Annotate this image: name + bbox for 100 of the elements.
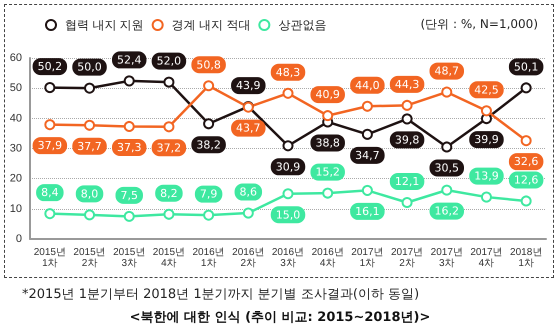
x-tick-label: 2015년 2차 bbox=[73, 247, 106, 269]
data-label: 48,3 bbox=[276, 66, 300, 79]
data-label: 38,2 bbox=[196, 138, 221, 152]
point bbox=[520, 82, 532, 94]
legend-label: 상관없음 bbox=[278, 18, 326, 32]
data-label: 12,6 bbox=[514, 173, 538, 186]
x-tick-label: 2016년 3차 bbox=[272, 247, 304, 269]
point bbox=[203, 80, 214, 92]
point bbox=[124, 120, 135, 132]
x-tick-label: 2018년 1차 bbox=[510, 247, 542, 269]
data-label: 34,7 bbox=[355, 148, 380, 162]
point bbox=[480, 105, 492, 116]
y-tick-label: 10 bbox=[10, 202, 22, 215]
point bbox=[203, 118, 214, 130]
data-label: 8,4 bbox=[41, 186, 59, 200]
point bbox=[441, 184, 452, 196]
x-tick-label: 2016년 2차 bbox=[232, 247, 264, 269]
point bbox=[520, 135, 532, 146]
data-label: 44,0 bbox=[355, 78, 380, 92]
x-tick-label: 2017년 2차 bbox=[390, 247, 424, 269]
data-label: 43,9 bbox=[236, 79, 261, 92]
data-label: 15,2 bbox=[315, 166, 340, 179]
point bbox=[242, 208, 254, 219]
point bbox=[282, 140, 294, 152]
point bbox=[282, 188, 294, 200]
x-tick-label: 2017년 4차 bbox=[470, 247, 503, 269]
y-tick-label: 60 bbox=[10, 52, 22, 64]
data-label: 50,8 bbox=[196, 58, 221, 72]
x-tick-label: 2016년 1차 bbox=[192, 247, 225, 269]
point bbox=[282, 88, 294, 99]
point bbox=[520, 195, 532, 206]
data-label: 30,9 bbox=[276, 160, 300, 174]
point bbox=[84, 209, 96, 220]
y-tick-label: 0 bbox=[16, 233, 22, 245]
data-label: 7,5 bbox=[120, 188, 138, 202]
point bbox=[402, 100, 413, 111]
data-label: 52,4 bbox=[116, 53, 142, 66]
text: (단위 : %, N=1,000) bbox=[420, 16, 538, 33]
point bbox=[44, 119, 56, 130]
point bbox=[362, 184, 373, 196]
point bbox=[44, 208, 56, 220]
point bbox=[124, 210, 135, 222]
x-tick-label: 2017년 1차 bbox=[351, 247, 384, 269]
point bbox=[322, 110, 334, 122]
data-label: 43,7 bbox=[236, 122, 261, 135]
data-label: 13,9 bbox=[474, 170, 499, 183]
data-label: 16,1 bbox=[355, 204, 380, 218]
x-tick-label: 2016년 4차 bbox=[312, 247, 344, 269]
legend-label: 협력 내지 지원 bbox=[65, 18, 144, 32]
data-label: 50,2 bbox=[38, 60, 62, 74]
point bbox=[163, 76, 174, 88]
x-tick-label: 2015년 1차 bbox=[34, 247, 66, 269]
data-label: 50,1 bbox=[514, 60, 538, 74]
data-label: 52,0 bbox=[156, 54, 182, 68]
point bbox=[84, 82, 96, 94]
point bbox=[402, 113, 413, 124]
point bbox=[362, 100, 373, 112]
point bbox=[163, 121, 174, 132]
data-label: 38,8 bbox=[315, 136, 340, 150]
point bbox=[441, 86, 452, 98]
data-label: 16,2 bbox=[434, 204, 460, 218]
data-label: 39,8 bbox=[394, 133, 420, 146]
point bbox=[163, 208, 174, 220]
point bbox=[44, 82, 56, 94]
point bbox=[480, 192, 492, 203]
y-tick-label: 20 bbox=[10, 172, 22, 185]
data-label: 8,2 bbox=[160, 186, 178, 200]
data-label: 8,6 bbox=[240, 186, 258, 199]
data-label: 40,9 bbox=[315, 88, 340, 102]
x-tick-label: 2015년 4차 bbox=[152, 247, 186, 269]
text: *2015년 1분기부터 2018년 1분기까지 분기별 조사결과(이하 동일) bbox=[22, 286, 420, 303]
y-tick-label: 50 bbox=[10, 82, 22, 94]
x-tick-label: 2015년 3차 bbox=[113, 247, 146, 269]
data-label: 37,2 bbox=[156, 141, 182, 154]
y-tick-label: 40 bbox=[10, 112, 22, 124]
data-label: 15,0 bbox=[276, 208, 300, 222]
data-label: 32,6 bbox=[514, 155, 538, 168]
point bbox=[402, 197, 413, 208]
data-label: 42,5 bbox=[474, 83, 499, 96]
data-label: 37,7 bbox=[77, 140, 102, 153]
text: <북한에 대한 인식 (추이 비교: 2015~2018년)> bbox=[128, 309, 432, 326]
point bbox=[84, 120, 96, 131]
data-label: 39,9 bbox=[474, 133, 499, 146]
y-tick-label: 30 bbox=[10, 142, 22, 154]
x-tick-label: 2017년 3차 bbox=[430, 247, 463, 269]
data-label: 48,7 bbox=[434, 64, 460, 78]
point bbox=[322, 188, 334, 199]
data-label: 12,1 bbox=[394, 175, 420, 188]
data-label: 37,3 bbox=[116, 140, 142, 154]
data-label: 8,0 bbox=[80, 187, 98, 200]
data-label: 37,9 bbox=[38, 139, 62, 152]
point bbox=[441, 141, 452, 152]
data-label: 30,5 bbox=[434, 161, 460, 174]
data-label: 44,3 bbox=[394, 78, 420, 91]
point bbox=[362, 128, 373, 140]
data-label: 7,9 bbox=[200, 188, 218, 201]
point bbox=[203, 210, 214, 221]
data-label: 50,0 bbox=[77, 60, 102, 74]
point bbox=[124, 75, 135, 86]
legend-label: 경계 내지 적대 bbox=[172, 18, 250, 32]
